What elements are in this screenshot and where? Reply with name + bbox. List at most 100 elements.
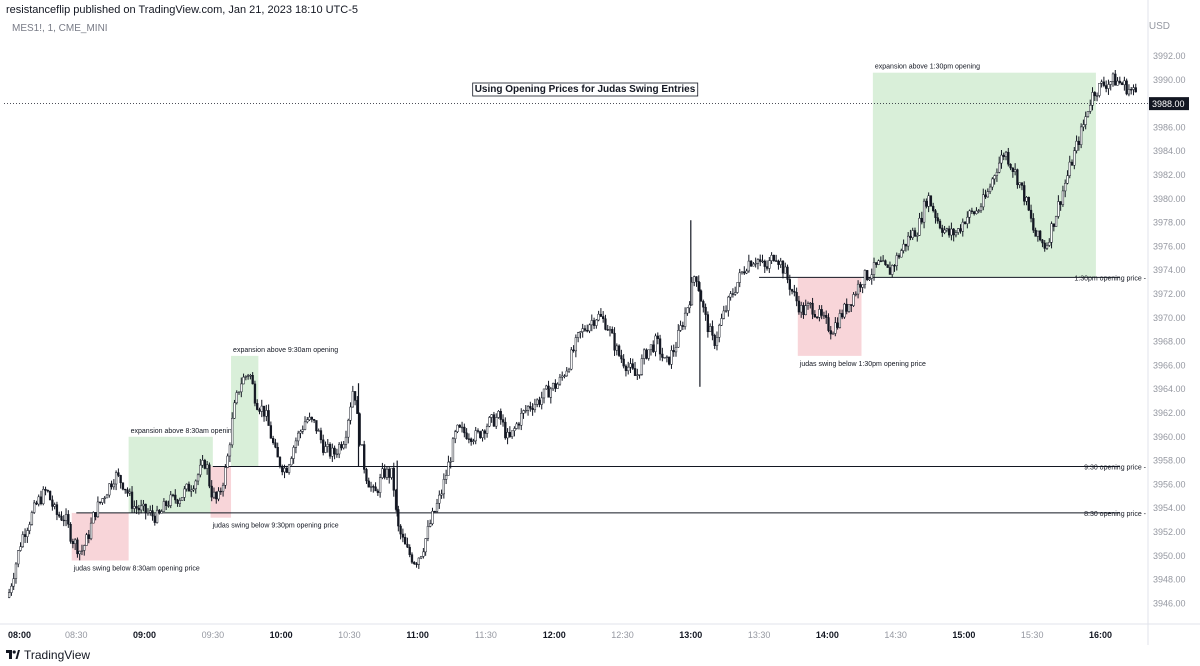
candle-body	[472, 440, 475, 442]
candle-body	[856, 283, 860, 295]
candle-body	[317, 430, 320, 432]
footer-brand: TradingView	[6, 648, 90, 662]
candle-body	[301, 429, 304, 432]
candle-body	[1095, 95, 1099, 97]
candle-body	[572, 349, 575, 352]
expansion-zone-label: expansion above 9:30am opening	[233, 347, 338, 354]
y-tick-label: 3968.00	[1153, 337, 1186, 347]
candle-body	[10, 585, 13, 593]
candle-body	[795, 292, 798, 302]
candle-body	[415, 563, 418, 565]
candle-body	[319, 430, 323, 441]
candle-body	[299, 431, 302, 434]
candle-body	[802, 305, 805, 315]
candle-body	[665, 356, 669, 358]
candle-body	[224, 467, 227, 486]
x-tick-label: 11:00	[406, 630, 429, 640]
candle-body	[993, 175, 996, 180]
candle-body	[736, 282, 739, 293]
candle-body	[968, 210, 971, 218]
candle-body	[367, 480, 370, 488]
candle-body	[351, 391, 354, 408]
candle-body	[392, 467, 395, 491]
candle-body	[806, 303, 810, 306]
candle-body	[918, 217, 921, 236]
candle-body	[424, 538, 427, 553]
candle-body	[26, 530, 29, 537]
candle-body	[954, 232, 958, 236]
candle-body	[966, 216, 969, 224]
y-tick-label: 3982.00	[1153, 170, 1186, 180]
candle-body	[426, 526, 430, 539]
candle-body	[1050, 223, 1053, 243]
candle-body	[945, 228, 949, 231]
candle-body	[827, 317, 830, 331]
candle-body	[408, 546, 411, 555]
y-tick-label: 3958.00	[1153, 456, 1186, 466]
candle-body	[233, 402, 236, 419]
candle-body	[881, 260, 885, 262]
candle-body	[825, 315, 828, 318]
candle-body	[529, 406, 532, 409]
candle-body	[961, 221, 964, 232]
chart-title-box	[472, 82, 699, 97]
candle-body	[69, 524, 72, 542]
candle-body	[932, 205, 935, 211]
candle-body	[645, 349, 648, 359]
candle-body	[1036, 230, 1040, 237]
candle-body	[638, 374, 641, 376]
candle-body	[479, 431, 482, 438]
candle-body	[194, 480, 197, 490]
candle-body	[1082, 124, 1085, 128]
candle-body	[1134, 87, 1137, 93]
candle-body	[219, 490, 222, 493]
candle-body	[467, 438, 471, 440]
candle-body	[378, 477, 382, 493]
candle-body	[818, 309, 821, 318]
candle-body	[925, 200, 928, 207]
candle-body	[1018, 182, 1021, 186]
candle-body	[688, 304, 691, 309]
candle-body	[349, 406, 352, 421]
candle-body	[720, 318, 723, 326]
candle-body	[492, 414, 496, 427]
candle-body	[347, 420, 350, 438]
candle-body	[526, 406, 530, 411]
candle-body	[474, 430, 477, 442]
candle-body	[510, 430, 514, 437]
y-tick-label: 3984.00	[1153, 146, 1186, 156]
candle-body	[381, 468, 384, 478]
candle-body	[1123, 80, 1126, 85]
candle-body	[804, 305, 807, 315]
candle-body	[114, 472, 118, 485]
candle-body	[1025, 196, 1028, 202]
candle-body	[583, 328, 587, 331]
candle-body	[294, 440, 298, 448]
x-tick-label: 14:30	[884, 630, 907, 640]
candle-body	[715, 336, 719, 346]
candle-body	[1020, 182, 1024, 186]
candle-body	[1086, 111, 1090, 117]
candle-body	[108, 483, 111, 496]
candle-body	[1029, 209, 1033, 219]
candle-body	[278, 456, 282, 467]
candle-body	[852, 294, 855, 306]
candle-body	[911, 230, 914, 238]
candle-body	[620, 355, 623, 360]
candle-body	[256, 403, 259, 410]
candle-body	[1125, 80, 1128, 95]
candle-body	[397, 509, 400, 527]
candle-body	[244, 376, 247, 378]
y-tick-label: 3992.00	[1153, 51, 1186, 61]
candle-body	[253, 383, 257, 404]
candle-body	[1061, 190, 1065, 205]
candle-body	[442, 479, 446, 495]
tradingview-logo-icon	[6, 650, 20, 660]
currency-label: USD	[1148, 21, 1170, 32]
candle-body	[142, 503, 145, 507]
candle-body	[312, 419, 316, 421]
candle-body	[970, 210, 974, 212]
candle-body	[563, 375, 566, 377]
candle-body	[907, 235, 910, 247]
